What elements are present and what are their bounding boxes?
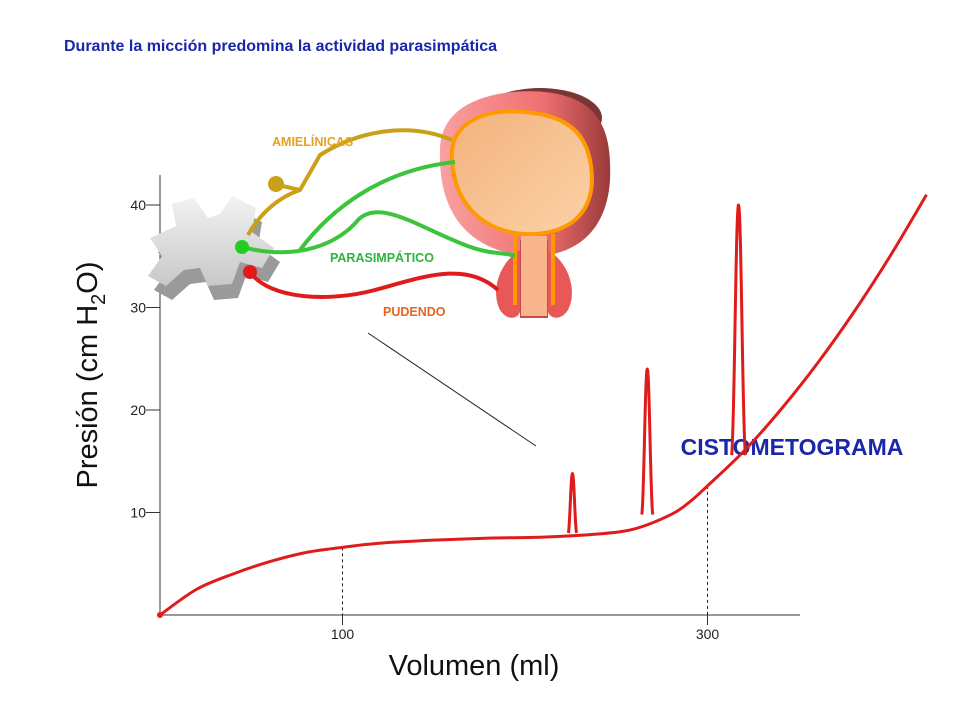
x-tick-label-100: 100 xyxy=(331,626,355,642)
nerve-label-parasimpatico: PARASIMPÁTICO xyxy=(330,250,434,265)
contraction-peak-3 xyxy=(730,203,748,456)
amielinicas-nerve xyxy=(246,128,453,236)
pointer-line xyxy=(367,332,537,447)
y-ticks: 10 20 30 40 xyxy=(130,197,160,521)
pressure-curve xyxy=(159,193,928,617)
contraction-peak-2 xyxy=(640,367,655,515)
pudendo-origin xyxy=(243,265,257,279)
x-tick-label-300: 300 xyxy=(696,626,720,642)
bladder-illustration xyxy=(439,88,611,318)
headline: Durante la micción predomina la activida… xyxy=(64,38,498,55)
y-tick-label-20: 20 xyxy=(130,402,146,418)
nerve-label-amielinicas: AMIELÍNICAS xyxy=(272,134,353,149)
parasimpatico-nerve xyxy=(241,160,516,258)
contraction-peak-1 xyxy=(566,472,578,534)
guide-lines xyxy=(342,485,708,615)
y-tick-label-10: 10 xyxy=(130,505,146,521)
nerve-label-pudendo: PUDENDO xyxy=(383,305,446,319)
y-tick-label-30: 30 xyxy=(130,300,146,316)
parasimpatico-origin xyxy=(235,240,249,254)
x-axis-label: Volumen (ml) xyxy=(389,650,560,682)
y-tick-label-40: 40 xyxy=(130,197,146,213)
y-axis-label: Presión (cm H2O) xyxy=(72,261,110,488)
x-ticks: 100 300 xyxy=(331,615,720,642)
series-group xyxy=(157,193,928,618)
curve-start-point xyxy=(157,612,163,618)
nerve-labels: AMIELÍNICAS PARASIMPÁTICO PUDENDO xyxy=(272,134,446,319)
nerve-pathways xyxy=(235,128,537,447)
pudendo-nerve xyxy=(248,270,500,299)
amielinicas-ganglion xyxy=(268,176,284,192)
chart-title: CISTOMETOGRAMA xyxy=(681,434,904,460)
